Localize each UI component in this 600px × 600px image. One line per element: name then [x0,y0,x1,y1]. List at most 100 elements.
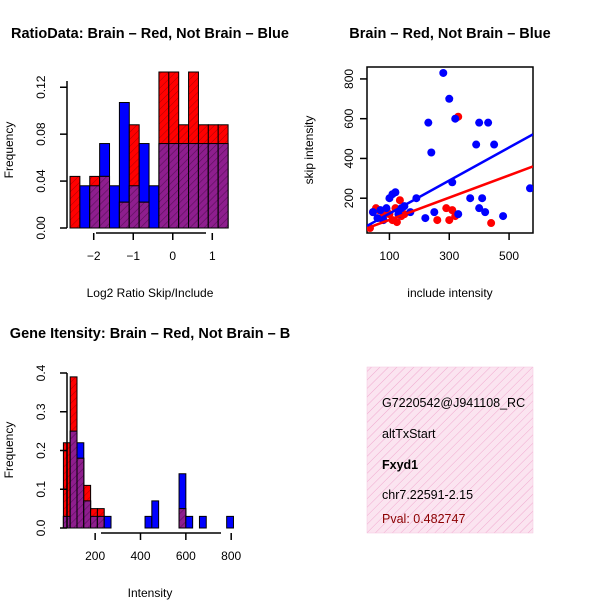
scatter-point-not-brain-30 [499,212,508,221]
p1-bar-overlap-15 [217,143,229,229]
p3-x-tick-label-2: 600 [176,549,196,563]
p1-x-tick-label-2: 0 [169,249,176,263]
p3-x-tick-label-0: 200 [85,549,105,563]
scatter-point-not-brain-16 [430,208,439,217]
p1-bar-overlap-10 [168,143,180,229]
scatter-x-tick-label-2: 500 [499,249,519,263]
p1-bar-overlap-6 [128,185,140,229]
p1-bar-not-brain-1 [79,185,91,229]
info-event-type: altTxStart [382,427,436,441]
intensity-scatter-panel: Brain – Red, Not Brain – Blue 200 400 600 8… [302,26,551,300]
scatter-point-not-brain-27 [481,208,490,217]
p3-x-tick-label-1: 400 [130,549,150,563]
p1-x-tick-label-3: 1 [209,249,216,263]
scatter-point-brain-16 [445,216,454,225]
scatter-x-tick-label-1: 300 [439,249,459,263]
gene-intensity-histogram-y-label: Frequency [2,422,16,479]
scatter-point-not-brain-4 [382,204,391,213]
p1-bar-overlap-2 [89,185,101,229]
ratio-histogram-y-label: Frequency [2,122,16,179]
info-panel-background [366,366,534,534]
scatter-point-not-brain-26 [478,194,487,203]
p3-bar-overlap-17 [178,508,187,529]
p1-bar-not-brain-4 [109,185,120,229]
scatter-point-not-brain-13 [421,214,430,223]
p1-y-tick-label-1: 0.04 [34,169,48,193]
scatter-fit-line-not-brain [367,133,533,227]
p1-x-tick-label-1: −1 [126,249,140,263]
p3-bar-overlap-1 [69,430,78,529]
intensity-scatter-x-label: include intensity [407,286,492,300]
scatter-point-brain-20 [487,219,496,228]
p3-bar-overlap-2 [76,457,85,529]
scatter-point-brain-10 [392,218,401,227]
ratio-histogram-x-ticks: −2 −1 0 1 [87,233,216,263]
scatter-point-not-brain-20 [451,114,460,123]
p1-y-tick-label-3: 0.12 [34,75,48,99]
scatter-point-not-brain-25 [475,118,484,127]
scatter-y-tick-label-3: 800 [342,69,356,89]
p3-y-tick-label-4: 0.4 [34,364,48,381]
intensity-scatter-title: Brain – Red, Not Brain – Blue [349,26,550,42]
gene-intensity-histogram-x-label: Intensity [128,586,173,600]
scatter-point-not-brain-28 [484,118,493,127]
scatter-point-not-brain-0 [368,208,377,217]
p3-bar-not-brain-13 [151,500,160,529]
gene-intensity-histogram-bars [62,376,234,529]
p1-y-tick-label-0: 0.00 [34,216,48,240]
gene-intensity-histogram-panel: Gene Itensity: Brain – Red, Not Brain – … [2,326,290,600]
p3-bar-not-brain-20 [198,515,207,529]
p1-bar-overlap-14 [207,143,219,229]
intensity-scatter-points [367,68,533,233]
intensity-scatter-y-ticks: 200 400 600 800 [342,69,367,208]
info-pval: Pval: 0.482747 [382,512,465,526]
p1-bar-not-brain-8 [148,185,160,229]
p3-bar-overlap-5 [96,515,105,529]
scatter-point-not-brain-21 [454,210,463,219]
p3-y-tick-label-2: 0.2 [34,442,48,459]
scatter-y-tick-label-1: 400 [342,148,356,168]
p3-x-tick-label-3: 800 [221,549,241,563]
p3-y-tick-label-3: 0.3 [34,403,48,420]
intensity-scatter-x-ticks: 100 300 500 [379,233,519,263]
ratio-histogram-x-label: Log2 Ratio Skip/Include [87,286,214,300]
scatter-fit-line-brain [367,165,533,230]
p3-bar-not-brain-6 [103,515,112,529]
p3-bar-not-brain-18 [185,515,194,529]
scatter-point-not-brain-31 [526,184,533,193]
scatter-point-not-brain-17 [439,68,448,77]
intensity-scatter-fit-lines [367,133,533,230]
scatter-x-tick-label-0: 100 [379,249,399,263]
intensity-scatter-y-label: skip intensity [302,116,316,185]
p1-y-tick-label-2: 0.08 [34,122,48,146]
scatter-point-brain-14 [433,216,442,225]
scatter-point-not-brain-23 [472,140,481,149]
gene-intensity-histogram-title: Gene Itensity: Brain – Red, Not Brain – … [10,326,290,342]
info-event-id: G7220542@J941108_RC [382,396,525,410]
p1-bar-overlap-5 [118,201,130,229]
p1-bar-overlap-3 [99,175,111,229]
p3-bar-not-brain-24 [226,515,234,529]
scatter-point-not-brain-22 [466,194,475,203]
p3-bar-overlap-3 [83,500,92,529]
scatter-y-tick-label-0: 200 [342,188,356,208]
scatter-point-not-brain-14 [424,118,433,127]
ratio-histogram-y-ticks: 0.00 0.04 0.08 0.12 [34,75,67,240]
ratio-histogram-title: RatioData: Brain – Red, Not Brain – Blue [11,26,289,42]
gene-intensity-histogram-x-ticks: 200 400 600 800 [85,533,242,563]
p1-bar-brain-0 [69,175,81,229]
info-location: chr7.22591-2.15 [382,488,473,502]
ratio-histogram-bars [69,71,229,229]
p1-x-tick-label-0: −2 [87,249,101,263]
p1-bar-overlap-11 [178,143,190,229]
p1-bar-overlap-9 [158,143,170,229]
p3-bar-not-brain-12 [144,515,153,529]
p1-bar-overlap-12 [188,143,199,229]
p1-bar-overlap-13 [197,143,209,229]
scatter-point-not-brain-29 [490,140,499,149]
p1-bar-overlap-7 [138,201,150,229]
scatter-point-not-brain-7 [391,188,400,197]
scatter-point-brain-11 [395,196,404,205]
p3-y-tick-label-1: 0.1 [34,481,48,498]
